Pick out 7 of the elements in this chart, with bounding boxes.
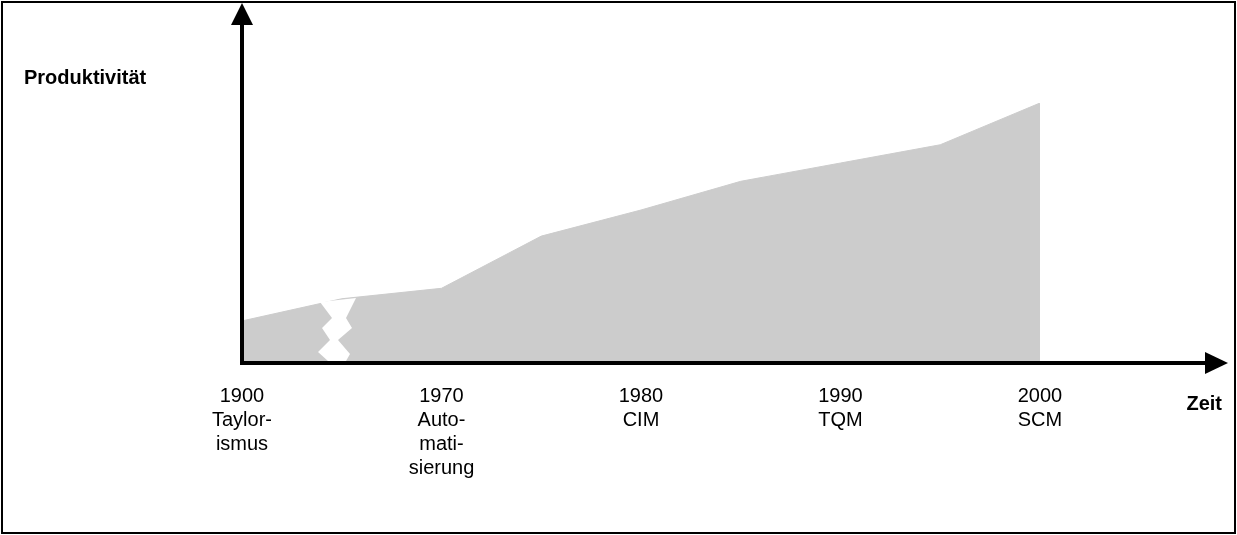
- x-axis-title: Zeit: [1186, 392, 1223, 414]
- x-tick-label: 2000 SCM: [1017, 383, 1063, 430]
- y-axis-title: Produktivität: [24, 66, 147, 88]
- x-tick-label: 1980 CIM: [618, 383, 664, 430]
- x-tick-label: 1990 TQM: [818, 383, 863, 430]
- x-tick-label: 1970 Auto- mati- sierung: [408, 383, 475, 478]
- x-tick-label: 1900 Taylor- ismus: [211, 383, 273, 454]
